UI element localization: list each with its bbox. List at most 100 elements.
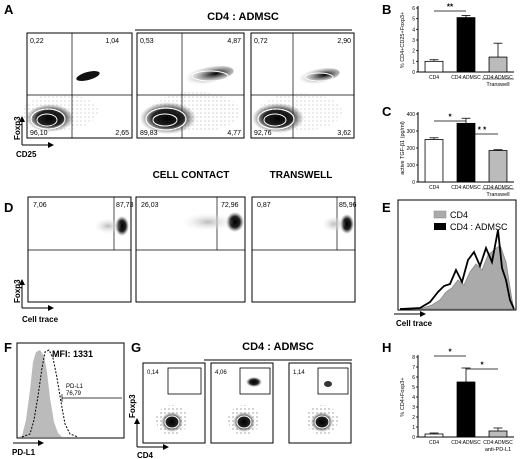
bar — [456, 381, 476, 438]
bar-chart-h: 0 1 2 3 4 5 6 7 8 % CD4+Foxp3+ CD4 CD4:ADMSC CD4:ADM… — [400, 348, 514, 453]
panel-letter-d: D — [4, 200, 13, 215]
panel-letter-h: H — [382, 340, 391, 355]
x-axis-label-f: PD-L1 — [12, 448, 36, 457]
group-header-g: CD4 : ADMSC — [242, 341, 314, 353]
bar — [424, 139, 444, 183]
y-tick-label: 0 — [412, 435, 415, 441]
quadrant-lr-value: 4,77 — [227, 130, 241, 137]
histogram-cd4-admsc — [399, 229, 515, 310]
y-axis-label-a: Foxp3 — [13, 116, 22, 140]
panel-letter-c: C — [382, 104, 392, 119]
y-tick-label: 6 — [412, 375, 415, 381]
quadrant-ul-value: 0,22 — [30, 38, 44, 45]
y-tick-label: 100 — [407, 163, 416, 169]
cell-population — [161, 412, 183, 432]
group-label: Transwell — [486, 82, 509, 88]
y-tick-label: 1 — [412, 425, 415, 431]
gate-value: 0,14 — [147, 370, 159, 376]
significance-marker: * * — [478, 126, 487, 135]
panel-letter-f: F — [4, 340, 12, 355]
bar — [456, 17, 476, 73]
category-label: CD4:ADMSC — [451, 440, 481, 446]
panel-letter-b: B — [382, 2, 391, 17]
y-tick-label: 0 — [412, 70, 415, 76]
bar — [488, 430, 508, 438]
gate-right-value: 87,73 — [116, 202, 134, 209]
bar — [488, 150, 508, 183]
gate-left-value: 26,03 — [141, 202, 159, 209]
gate-box — [167, 367, 202, 395]
y-axis-label-g: Foxp3 — [128, 394, 137, 418]
y-tick-label: 5 — [412, 385, 415, 391]
significance-marker: * — [448, 348, 452, 357]
y-tick-label: 4 — [412, 27, 415, 33]
mfi-label: MFI: 1331 — [52, 349, 93, 359]
category-label: CD4 — [429, 75, 439, 81]
panel-letter-a: A — [4, 2, 14, 17]
y-tick-label: 300 — [407, 129, 416, 135]
pd-l1-histogram — [21, 349, 79, 438]
facs-plot-a1: 0,22 1,04 96,10 2,65 — [22, 32, 133, 139]
y-tick-label: 8 — [412, 355, 415, 361]
y-tick-label: 6 — [412, 6, 415, 12]
y-tick-label: 3 — [412, 405, 415, 411]
label-cell-contact: CELL CONTACT — [153, 170, 230, 181]
significance-marker: * — [480, 361, 484, 370]
quadrant-ul-value: 0,53 — [140, 38, 154, 45]
x-axis-label-d: Cell trace — [22, 315, 59, 324]
bar — [424, 433, 444, 438]
y-tick-label: 7 — [412, 365, 415, 371]
group-label: Transwell — [486, 192, 509, 198]
category-label: CD4 — [429, 440, 439, 446]
quadrant-ll-value: 89,83 — [140, 130, 158, 137]
extra-label: anti-PD-L1 — [485, 447, 511, 453]
gate-value: 4,06 — [215, 370, 227, 376]
legend-swatch-cd4-admsc — [434, 223, 446, 230]
facs-plot-d2: 26,03 72,96 — [135, 196, 246, 303]
panel-letter-g: G — [131, 340, 141, 355]
group-header-a: CD4 : ADMSC — [207, 11, 279, 23]
histogram-cd4 — [400, 244, 515, 310]
y-axis-label: active TGF-β1 (pg/ml) — [400, 121, 406, 175]
gate-box — [239, 367, 271, 395]
category-label: CD4 — [429, 185, 439, 191]
gate-value: 1,14 — [293, 370, 305, 376]
bar — [456, 122, 476, 183]
quadrant-ll-value: 96,10 — [30, 130, 48, 137]
legend-label-cd4-admsc: CD4 : ADMSC — [450, 222, 508, 232]
gate-left-value: 7,06 — [33, 202, 47, 209]
gate-right-value: 85,96 — [339, 202, 357, 209]
y-axis-label-d: Foxp3 — [13, 279, 22, 303]
histogram-f: MFI: 1331 PD-L1 76,79 — [16, 342, 125, 439]
category-label: CD4:ADMSC — [483, 185, 513, 191]
x-axis-label-e: Cell trace — [396, 319, 433, 328]
gate-value: 76,79 — [66, 391, 82, 397]
panel-letter-e: E — [382, 200, 391, 215]
category-label: CD4:ADMSC — [483, 75, 513, 81]
category-label: CD4:ADMSC — [483, 440, 513, 446]
gate-label: PD-L1 — [66, 384, 84, 390]
quadrant-ul-value: 0,72 — [254, 38, 268, 45]
quadrant-lr-value: 2,65 — [115, 130, 129, 137]
significance-marker: * — [448, 113, 452, 122]
bar — [488, 56, 508, 73]
cell-population — [311, 412, 333, 432]
y-axis-label: % CD4+Foxp3+ — [400, 377, 406, 416]
y-tick-label: 400 — [407, 112, 416, 118]
gate-right-value: 72,96 — [221, 202, 239, 209]
quadrant-lr-value: 3,62 — [337, 130, 351, 137]
quadrant-ur-value: 1,04 — [105, 38, 119, 45]
label-transwell: TRANSWELL — [270, 170, 333, 181]
facs-plot-g2: 4,06 — [210, 362, 274, 444]
gate-box — [317, 367, 349, 395]
y-tick-label: 5 — [412, 17, 415, 23]
quadrant-ur-value: 2,90 — [337, 38, 351, 45]
x-axis-label-g: CD4 — [137, 451, 154, 459]
quadrant-ll-value: 92,76 — [254, 130, 272, 137]
histogram-e: CD4 CD4 : ADMSC — [397, 199, 517, 311]
y-tick-label: 0 — [412, 180, 415, 186]
y-tick-label: 3 — [412, 38, 415, 44]
quadrant-ur-value: 4,87 — [227, 38, 241, 45]
